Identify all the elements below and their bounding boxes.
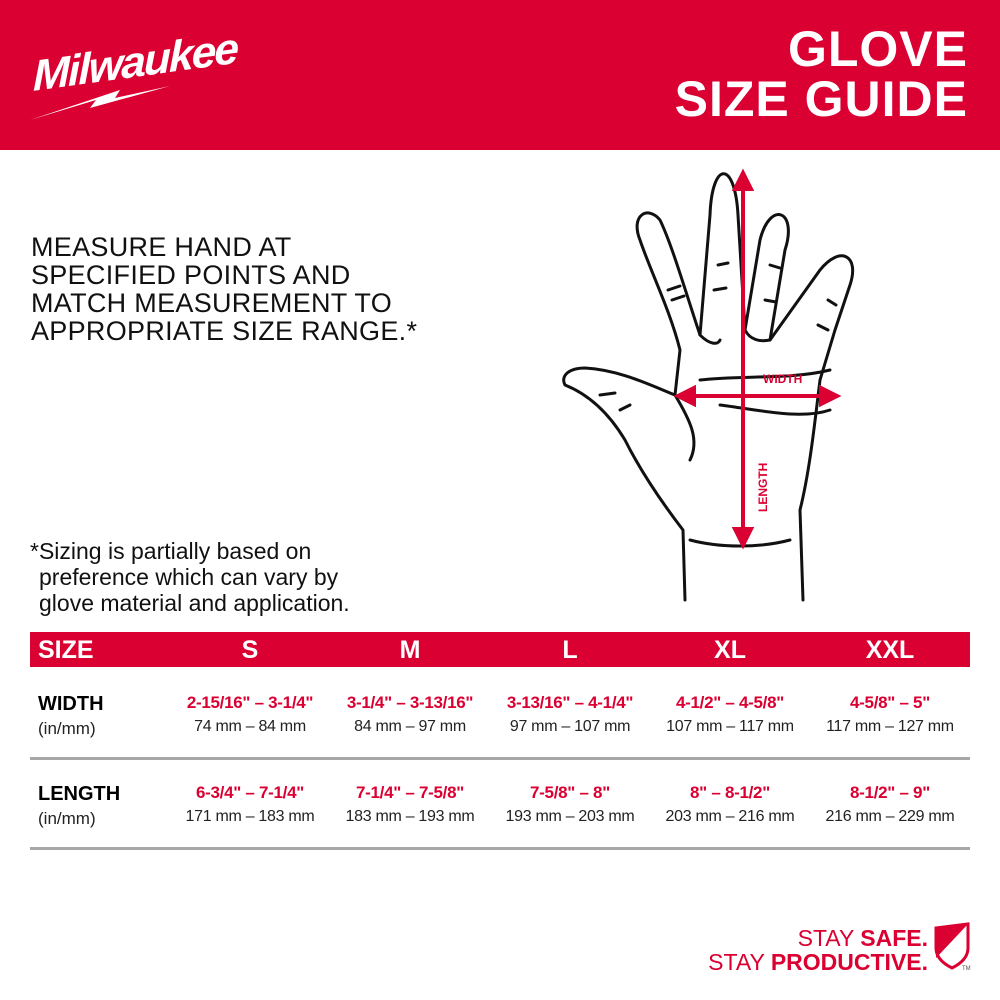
cell-inches: 3-13/16" – 4-1/4" <box>506 693 634 712</box>
cell: 7-5/8" – 8" 193 mm – 203 mm <box>485 783 655 826</box>
hand-diagram: WIDTH LENGTH <box>562 168 855 602</box>
cell-inches: 4-1/2" – 4-5/8" <box>675 693 785 712</box>
shield-icon <box>934 922 970 970</box>
cell-mm: 216 mm – 229 mm <box>825 808 955 825</box>
milwaukee-logo: Milwaukee <box>30 24 237 123</box>
header-xxl: XXL <box>865 636 915 664</box>
trademark: TM <box>962 966 971 972</box>
cell: 4-5/8" – 5" 117 mm – 127 mm <box>805 693 975 736</box>
cell-inches: 6-3/4" – 7-1/4" <box>195 783 305 802</box>
cell: 6-3/4" – 7-1/4" 171 mm – 183 mm <box>165 783 335 826</box>
tagline-light: STAY <box>708 949 771 975</box>
hand-outline <box>562 172 855 602</box>
header-xl: XL <box>714 636 746 664</box>
tagline-light: STAY <box>797 925 861 951</box>
sizing-note: *Sizing is partially based on preference… <box>30 538 350 616</box>
cell-inches: 7-5/8" – 8" <box>530 783 610 802</box>
header-l: L <box>562 636 578 664</box>
row-label: LENGTH <box>38 783 121 805</box>
size-table-header: SIZE S M L XL XXL <box>30 632 970 667</box>
tagline-bold: SAFE. <box>860 925 928 951</box>
arrow-head-down-icon <box>731 527 755 550</box>
cell-mm: 74 mm – 84 mm <box>194 718 306 735</box>
cell-inches: 4-5/8" – 5" <box>850 693 930 712</box>
cell-mm: 107 mm – 117 mm <box>666 718 794 735</box>
arrow-head-left-icon <box>673 384 696 408</box>
tagline: STAY SAFE. STAY PRODUCTIVE. <box>708 926 928 974</box>
tagline-bold: PRODUCTIVE. <box>770 949 928 975</box>
cell: 3-1/4" – 3-13/16" 84 mm – 97 mm <box>325 693 495 736</box>
row-unit: (in/mm) <box>38 719 96 738</box>
measurement-arrows <box>673 168 842 550</box>
cell: 8" – 8-1/2" 203 mm – 216 mm <box>645 783 815 826</box>
arrow-head-up-icon <box>731 168 755 191</box>
width-label: WIDTH <box>763 372 802 386</box>
page-title: GLOVE SIZE GUIDE <box>674 21 968 127</box>
cell: 2-15/16" – 3-1/4" 74 mm – 84 mm <box>165 693 335 736</box>
cell-mm: 117 mm – 127 mm <box>826 718 954 735</box>
cell-inches: 2-15/16" – 3-1/4" <box>186 693 314 712</box>
cell-mm: 203 mm – 216 mm <box>665 808 795 825</box>
cell-inches: 3-1/4" – 3-13/16" <box>346 693 474 712</box>
arrow-head-right-icon <box>819 384 842 408</box>
cell: 7-1/4" – 7-5/8" 183 mm – 193 mm <box>325 783 495 826</box>
row-divider <box>30 847 970 850</box>
cell-mm: 84 mm – 97 mm <box>354 718 466 735</box>
header-banner: Milwaukee GLOVE SIZE GUIDE <box>0 0 1000 150</box>
cell: 8-1/2" – 9" 216 mm – 229 mm <box>805 783 975 826</box>
lightning-bolt-icon <box>30 86 170 120</box>
cell: 4-1/2" – 4-5/8" 107 mm – 117 mm <box>645 693 815 736</box>
row-label: WIDTH <box>38 693 104 715</box>
header-m: M <box>399 636 421 664</box>
length-label: LENGTH <box>756 463 770 512</box>
cell-inches: 7-1/4" – 7-5/8" <box>355 783 465 802</box>
row-divider <box>30 757 970 760</box>
cell-mm: 171 mm – 183 mm <box>185 808 315 825</box>
cell-mm: 183 mm – 193 mm <box>345 808 475 825</box>
header-size: SIZE <box>38 636 94 664</box>
cell: 3-13/16" – 4-1/4" 97 mm – 107 mm <box>485 693 655 736</box>
header-s: S <box>241 636 259 664</box>
measure-instructions: MEASURE HAND AT SPECIFIED POINTS AND MAT… <box>31 232 418 346</box>
row-unit: (in/mm) <box>38 809 96 828</box>
cell-mm: 97 mm – 107 mm <box>509 718 631 735</box>
cell-mm: 193 mm – 203 mm <box>505 808 635 825</box>
cell-inches: 8-1/2" – 9" <box>850 783 930 802</box>
cell-inches: 8" – 8-1/2" <box>690 783 770 802</box>
